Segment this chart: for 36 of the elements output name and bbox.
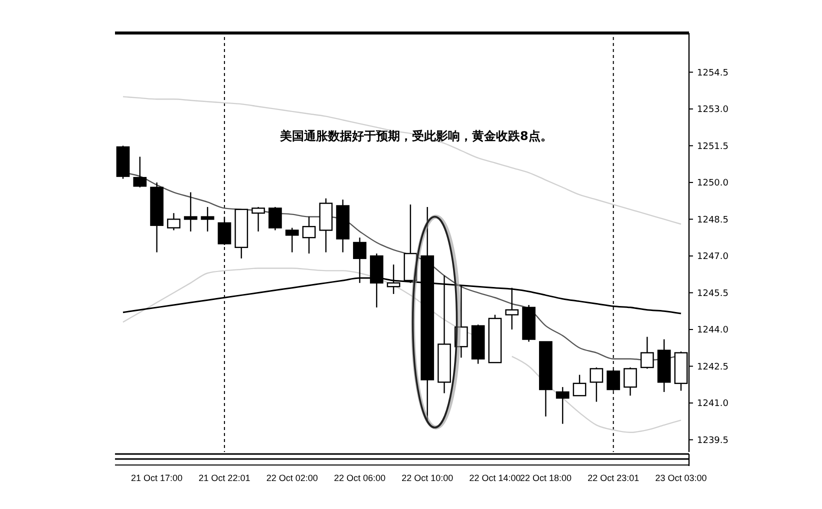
y-tick-label: 1239.5: [697, 436, 728, 446]
candlestick: [302, 216, 316, 254]
candlestick: [167, 212, 180, 231]
candlestick: [184, 192, 198, 232]
y-tick-label: 1248.5: [697, 215, 728, 226]
x-tick-label: 22 Oct 02:00: [266, 473, 318, 483]
candlestick: [556, 386, 570, 424]
y-tick-label: 1253.0: [697, 105, 729, 116]
y-tick-label: 1250.0: [697, 178, 729, 189]
y-tick-label: 1241.0: [697, 399, 729, 410]
x-tick-label: 21 Oct 17:00: [131, 473, 183, 483]
y-tick-label: 1244.0: [697, 326, 729, 336]
y-tick-label: 1247.0: [697, 252, 729, 262]
line-series: [122, 96, 682, 225]
y-tick-label: 1254.5: [697, 68, 728, 78]
candlestick: [200, 206, 214, 232]
x-tick-label: 22 Oct 18:00: [520, 473, 572, 483]
candlestick: [285, 227, 299, 253]
y-tick-label: 1251.5: [697, 142, 728, 152]
candlestick: [572, 374, 586, 396]
candlestick: [624, 366, 637, 396]
candlestick: [590, 366, 604, 402]
annotation: 美国通胀数据好于预期，受此影响，黄金收跌8点。: [279, 129, 552, 143]
y-tick-label: 1245.5: [697, 288, 728, 299]
candlestick: [218, 216, 232, 246]
x-tick-label: 21 Oct 22:01: [198, 473, 250, 483]
y-tick-label: 1242.5: [697, 362, 728, 372]
x-tick-label: 22 Oct 06:00: [334, 473, 386, 483]
candlestick: [252, 206, 265, 232]
candlestick: [133, 156, 147, 188]
candlestick: [268, 206, 282, 231]
candlestick: [640, 336, 654, 370]
x-tick-label: 23 Oct 03:00: [655, 473, 707, 483]
x-tick-label: 22 Oct 10:00: [402, 473, 454, 483]
x-tick-label: 22 Oct 14:00: [469, 473, 521, 483]
x-tick-label: 22 Oct 23:01: [588, 473, 640, 483]
